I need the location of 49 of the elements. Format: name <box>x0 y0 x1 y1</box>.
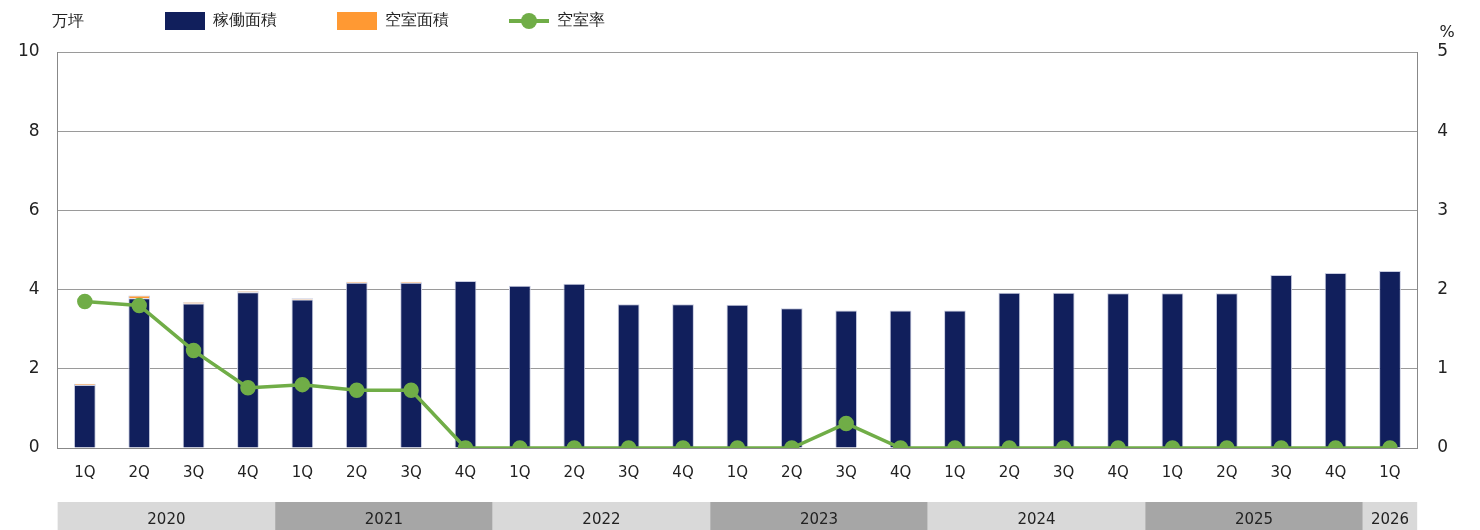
legend-label: 空室率 <box>557 10 605 31</box>
legend-label: 空室面積 <box>385 10 449 31</box>
x-tick-label: 1Q <box>291 462 314 481</box>
x-tick-label: 1Q <box>1379 462 1401 481</box>
y-tick-label: 6 <box>28 198 40 219</box>
x-tick-label: 3Q <box>182 462 205 481</box>
x-tick-label: 3Q <box>1053 462 1075 481</box>
x-tick-label: 4Q <box>1107 462 1129 481</box>
x-tick-label: 4Q <box>237 462 259 481</box>
x-tick-label: 1Q <box>944 462 966 481</box>
x-tick-label: 3Q <box>835 462 857 481</box>
x-tick-label: 4Q <box>672 462 694 481</box>
x-tick-label: 4Q <box>1324 462 1347 481</box>
x-tick-label: 4Q <box>454 462 477 481</box>
text: 2020 <box>147 509 186 528</box>
y-tick-label: 8 <box>28 119 40 140</box>
x-tick-label: 1Q <box>726 462 749 481</box>
y-tick-label: 2 <box>28 357 40 378</box>
x-tick-label: 2Q <box>781 462 803 481</box>
y-tick-label: 10 <box>17 40 40 61</box>
x-tick-label: 2Q <box>563 462 585 481</box>
x-tick-label: 3Q <box>617 462 640 481</box>
text: 2026 <box>1370 509 1410 528</box>
x-tick-label: 3Q <box>400 462 422 481</box>
y-axis-title: 万坪 <box>52 11 84 31</box>
y-tick-label: 0 <box>28 436 40 457</box>
y2-axis-title: % <box>1439 22 1455 42</box>
x-tick-label: 1Q <box>74 462 96 481</box>
x-tick-label: 3Q <box>1270 462 1292 481</box>
text: 2023 <box>799 509 839 528</box>
y-tick-label: 4 <box>28 278 40 299</box>
x-tick-label: 2Q <box>346 462 368 481</box>
x-tick-label: 2Q <box>1216 462 1238 481</box>
text: 2021 <box>364 509 404 528</box>
y2-tick-label: 2 <box>1437 278 1449 299</box>
x-tick-label: 2Q <box>998 462 1020 481</box>
y2-tick-label: 3 <box>1437 198 1449 219</box>
text: 2022 <box>582 509 621 528</box>
text: 2025 <box>1234 509 1274 528</box>
x-tick-label: 2Q <box>128 462 150 481</box>
y2-tick-label: 4 <box>1437 119 1449 140</box>
text: 2024 <box>1017 509 1056 528</box>
x-tick-label: 1Q <box>509 462 531 481</box>
y2-tick-label: 5 <box>1437 40 1449 61</box>
x-tick-label: 1Q <box>1161 462 1184 481</box>
y2-tick-label: 0 <box>1437 436 1449 457</box>
x-tick-label: 4Q <box>889 462 912 481</box>
legend-label: 稼働面積 <box>213 10 277 31</box>
y2-tick-label: 1 <box>1437 357 1449 378</box>
